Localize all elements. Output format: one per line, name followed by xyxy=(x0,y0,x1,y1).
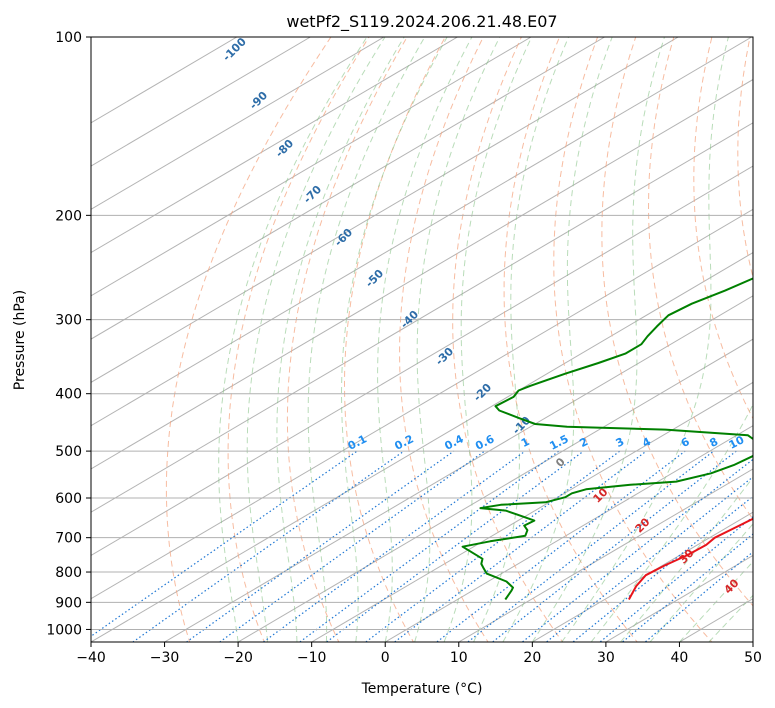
y-tick-label: 900 xyxy=(55,595,82,611)
isotherm-line xyxy=(237,338,753,642)
isotherm-line xyxy=(91,122,753,513)
x-axis-ticks: −40 −30 −20 −10 0 10 20 30 40 50 xyxy=(76,642,762,666)
moist-adiabat-line xyxy=(276,37,405,642)
y-tick-label: 400 xyxy=(55,387,82,403)
x-tick-label: −30 xyxy=(150,650,180,666)
y-tick-label: 1000 xyxy=(46,622,82,638)
mixing-ratio-line xyxy=(599,515,753,642)
y-tick-label: 800 xyxy=(55,565,82,581)
moist-adiabat-line xyxy=(307,37,426,642)
moist-adiabat-line xyxy=(377,37,473,642)
chart-title: wetPf2_S119.2024.206.21.48.E07 xyxy=(286,12,557,32)
y-tick-label: 600 xyxy=(55,491,82,507)
moist-adiabat-line xyxy=(443,37,533,642)
isotherm-line xyxy=(458,468,753,642)
x-tick-label: 20 xyxy=(523,650,541,666)
x-tick-label: −20 xyxy=(223,650,253,666)
isotherm-line xyxy=(91,37,458,254)
moist-adiabat-line xyxy=(620,476,753,642)
temperature-line xyxy=(628,517,753,600)
isotherm-line xyxy=(91,252,753,642)
x-tick-label: −40 xyxy=(76,650,106,666)
isotherm-line xyxy=(164,295,753,642)
mixing-ratio-line xyxy=(521,458,753,642)
mixing-ratio-line xyxy=(621,533,753,642)
moist-adiabat-line xyxy=(246,37,386,642)
x-tick-label: 10 xyxy=(450,650,468,666)
x-tick-label: 30 xyxy=(597,650,615,666)
x-tick-label: 40 xyxy=(671,650,689,666)
mixing-ratio-line xyxy=(185,450,455,642)
x-tick-label: 0 xyxy=(381,650,390,666)
mixing-ratio-line xyxy=(298,450,560,642)
mixing-ratio-line xyxy=(262,450,526,642)
isotherm-line xyxy=(91,37,532,297)
isotherm-line xyxy=(91,165,753,557)
moist-adiabat-line xyxy=(590,403,753,642)
moist-adiabat-line xyxy=(218,37,368,642)
pressure-gridlines xyxy=(91,37,753,630)
moist-adiabat-line xyxy=(341,37,448,642)
profile-series xyxy=(461,277,753,601)
x-tick-label: 50 xyxy=(744,650,762,666)
y-tick-label: 300 xyxy=(55,313,82,329)
mixing-ratio-line xyxy=(131,450,405,642)
isotherm-line xyxy=(91,37,605,340)
isotherm-line xyxy=(91,208,753,600)
dry-adiabat-line xyxy=(344,37,446,642)
mixing-ratio-label: 10 xyxy=(727,433,747,452)
y-tick-label: 200 xyxy=(55,208,82,224)
plot-background xyxy=(91,37,753,642)
y-tick-label: 100 xyxy=(55,30,82,46)
moist-adiabat-line xyxy=(561,37,729,642)
y-tick-label: 500 xyxy=(55,444,82,460)
isotherm-line xyxy=(91,37,679,383)
isotherm-line xyxy=(91,37,311,167)
dewpoint-line xyxy=(461,277,753,601)
mixing-ratio-line xyxy=(644,551,753,642)
y-tick-label: 700 xyxy=(55,531,82,547)
isotherm-line xyxy=(752,641,753,642)
isotherm-line xyxy=(91,37,385,210)
isotherm-line xyxy=(311,381,753,642)
mixing-ratio-line xyxy=(91,450,358,637)
moist-adiabat-line xyxy=(649,523,753,642)
x-tick-label: −10 xyxy=(297,650,327,666)
isotherm-line xyxy=(91,37,752,427)
dry-adiabat-line xyxy=(601,37,753,607)
y-axis-ticks: 100 200 300 400 500 600 700 800 900 1000 xyxy=(46,30,91,638)
mixing-ratio-line xyxy=(435,450,686,642)
moist-adiabat-line xyxy=(502,37,613,642)
y-axis-label: Pressure (hPa) xyxy=(12,290,28,390)
mixing-ratio-line xyxy=(218,450,485,642)
moist-adiabat-line xyxy=(414,37,501,642)
dry-adiabat-line xyxy=(399,37,489,642)
plot-frame xyxy=(90,36,754,643)
isotherm-line xyxy=(91,78,753,470)
x-axis-label: Temperature (°C) xyxy=(361,681,483,697)
dry-adiabat-line xyxy=(647,37,753,521)
isotherm-line xyxy=(384,425,753,642)
